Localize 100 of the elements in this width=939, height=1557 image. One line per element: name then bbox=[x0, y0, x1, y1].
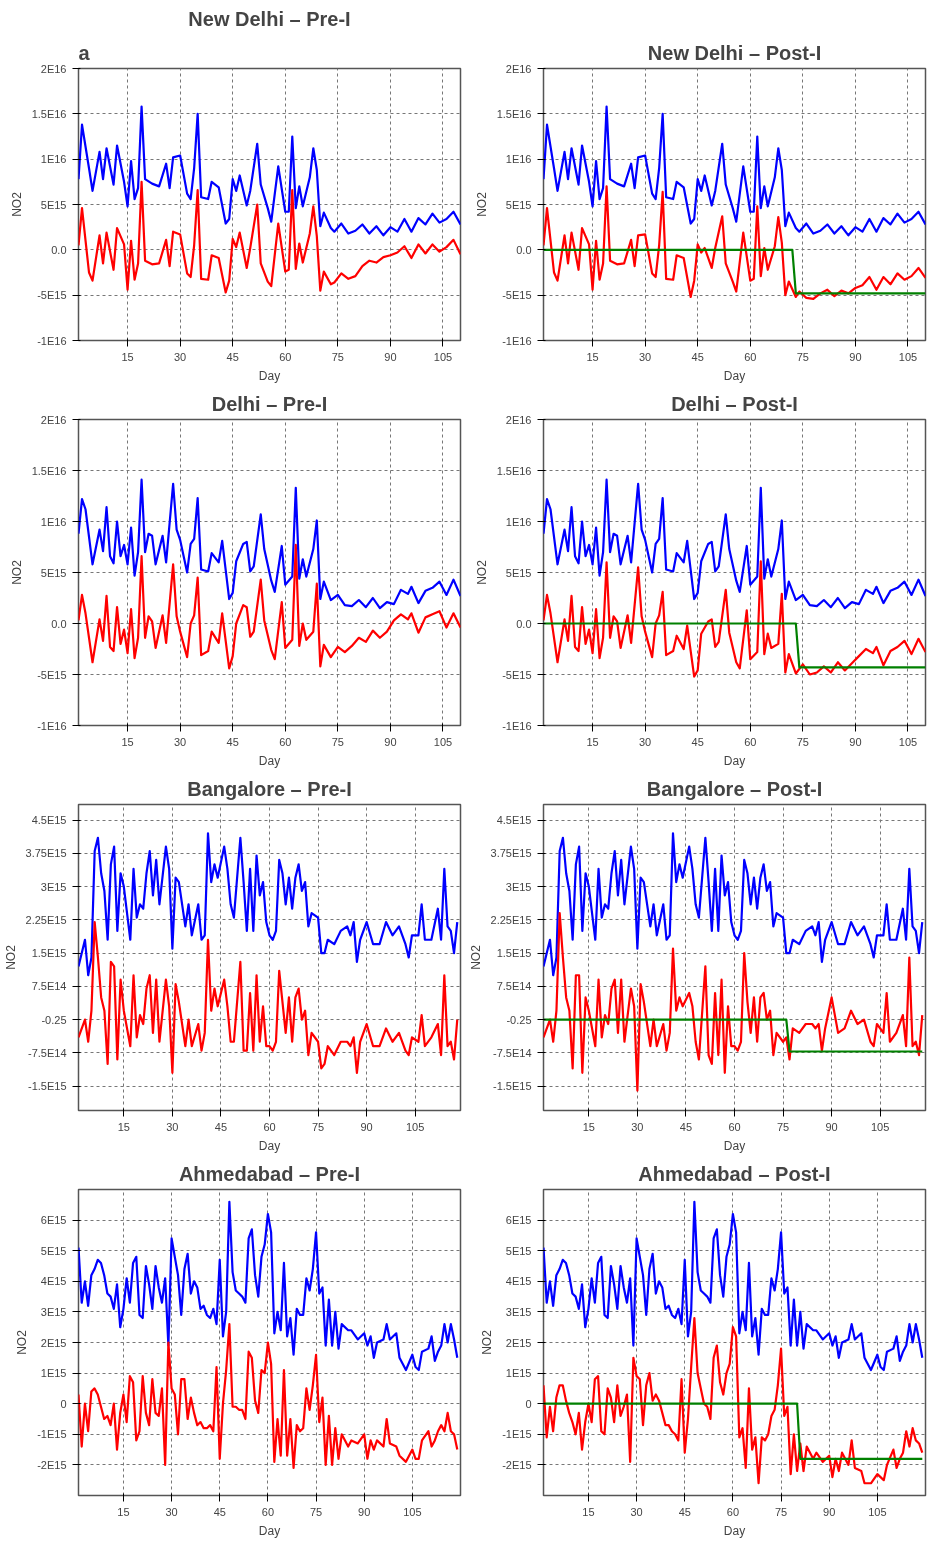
y-tick-label: 0.0 bbox=[51, 243, 67, 256]
x-tick-label: 45 bbox=[679, 1120, 693, 1133]
x-axis-title: Day bbox=[258, 368, 281, 383]
x-tick-label: 15 bbox=[121, 735, 134, 748]
x-tick-label: 60 bbox=[279, 350, 292, 363]
x-tick-label: 75 bbox=[311, 1120, 325, 1133]
x-tick-label: 75 bbox=[796, 350, 809, 363]
y-tick-label: 2E15 bbox=[40, 1336, 67, 1349]
x-tick-label: 90 bbox=[849, 735, 862, 748]
x-tick-label: 90 bbox=[384, 735, 397, 748]
y-tick-label: 6E15 bbox=[505, 1214, 532, 1227]
y-tick-label: -1E15 bbox=[37, 1428, 67, 1441]
y-axis-title: NO2 bbox=[9, 191, 24, 217]
x-tick-label: 30 bbox=[166, 1120, 179, 1133]
x-tick-label: 105 bbox=[898, 350, 918, 363]
y-tick-label: 4E15 bbox=[40, 1275, 67, 1288]
text: a bbox=[78, 41, 91, 64]
y-tick-label: -5E15 bbox=[502, 668, 532, 681]
x-tick-label: 75 bbox=[331, 350, 344, 363]
y-tick-label: 0.0 bbox=[516, 617, 532, 630]
chart-title: Delhi – Pre-I bbox=[211, 392, 328, 415]
x-tick-label: 30 bbox=[174, 735, 187, 748]
x-tick-label: 105 bbox=[403, 1505, 422, 1518]
x-tick-label: 15 bbox=[586, 350, 599, 363]
y-tick-label: 1.5E15 bbox=[31, 947, 67, 960]
x-tick-label: 105 bbox=[868, 1505, 887, 1518]
chart-title: Ahmedabad – Pre-I bbox=[178, 1162, 361, 1185]
y-tick-label: 1E15 bbox=[505, 1367, 532, 1380]
x-tick-label: 105 bbox=[871, 1120, 890, 1133]
y-tick-label: -5E15 bbox=[37, 668, 67, 681]
y-tick-label: -1E16 bbox=[502, 719, 532, 732]
y-tick-label: 3.75E15 bbox=[25, 847, 67, 860]
x-tick-label: 15 bbox=[586, 735, 599, 748]
x-tick-label: 90 bbox=[849, 350, 862, 363]
x-axis-title: Day bbox=[258, 753, 281, 768]
y-tick-label: 1.5E16 bbox=[496, 464, 532, 477]
y-tick-label: 3E15 bbox=[505, 1305, 532, 1318]
y-tick-label: 1.5E16 bbox=[31, 107, 67, 120]
y-axis-title: NO2 bbox=[3, 944, 18, 970]
y-tick-label: 2E16 bbox=[40, 413, 67, 426]
x-tick-label: 105 bbox=[433, 350, 453, 363]
x-tick-label: 75 bbox=[331, 735, 344, 748]
x-tick-label: 30 bbox=[174, 350, 187, 363]
y-tick-label: 1E15 bbox=[40, 1367, 67, 1380]
x-tick-label: 15 bbox=[117, 1120, 130, 1133]
y-tick-label: 1E16 bbox=[40, 515, 67, 528]
x-tick-label: 75 bbox=[796, 735, 809, 748]
y-tick-label: 3.75E15 bbox=[490, 847, 532, 860]
y-tick-label: 1E16 bbox=[40, 153, 67, 166]
y-tick-label: 5E15 bbox=[505, 198, 532, 211]
y-tick-label: 1E16 bbox=[505, 153, 532, 166]
x-axis-title: Day bbox=[723, 1138, 746, 1153]
y-tick-label: -1E16 bbox=[37, 719, 67, 732]
y-axis-title: NO2 bbox=[15, 1329, 30, 1355]
x-tick-label: 60 bbox=[728, 1120, 741, 1133]
x-axis-title: Day bbox=[723, 753, 746, 768]
x-tick-label: 30 bbox=[165, 1505, 178, 1518]
y-tick-label: 1E16 bbox=[505, 515, 532, 528]
x-tick-label: 105 bbox=[433, 735, 453, 748]
y-tick-label: 5E15 bbox=[505, 1244, 532, 1257]
x-tick-label: 45 bbox=[691, 350, 704, 363]
chart-title: Ahmedabad – Post-I bbox=[638, 1162, 831, 1185]
y-tick-label: 2E16 bbox=[505, 62, 532, 75]
x-tick-label: 75 bbox=[309, 1505, 323, 1518]
x-axis-title: Day bbox=[258, 1523, 281, 1538]
x-tick-label: 45 bbox=[226, 350, 239, 363]
x-tick-label: 75 bbox=[776, 1120, 790, 1133]
x-tick-label: 105 bbox=[406, 1120, 425, 1133]
y-tick-label: -1.5E15 bbox=[492, 1080, 532, 1093]
x-axis-title: Day bbox=[723, 1523, 746, 1538]
y-tick-label: 5E15 bbox=[40, 198, 67, 211]
x-tick-label: 45 bbox=[678, 1505, 691, 1518]
x-tick-label: 90 bbox=[358, 1505, 371, 1518]
y-axis-title: NO2 bbox=[474, 191, 489, 217]
x-tick-label: 105 bbox=[898, 735, 918, 748]
x-tick-label: 90 bbox=[825, 1120, 838, 1133]
y-tick-label: -7.5E14 bbox=[492, 1046, 532, 1059]
x-axis-title: Day bbox=[258, 1138, 281, 1153]
x-tick-label: 15 bbox=[582, 1120, 595, 1133]
y-tick-label: 2E15 bbox=[505, 1336, 532, 1349]
y-tick-label: 2E16 bbox=[505, 413, 532, 426]
chart-title: New Delhi – Pre-I bbox=[188, 7, 351, 30]
x-tick-label: 30 bbox=[639, 350, 652, 363]
x-tick-label: 45 bbox=[691, 735, 704, 748]
y-tick-label: 7.5E14 bbox=[496, 980, 532, 993]
x-tick-label: 15 bbox=[582, 1505, 595, 1518]
y-tick-label: 3E15 bbox=[40, 880, 67, 893]
chart-title: Bangalore – Pre-I bbox=[187, 777, 352, 800]
y-tick-label: -0.25 bbox=[506, 1013, 532, 1026]
y-tick-label: 3E15 bbox=[505, 880, 532, 893]
y-tick-label: -2E15 bbox=[37, 1458, 67, 1471]
x-tick-label: 60 bbox=[261, 1505, 275, 1518]
y-tick-label: 1.5E16 bbox=[496, 107, 532, 120]
y-tick-label: 4E15 bbox=[505, 1275, 532, 1288]
y-tick-label: 1.5E15 bbox=[496, 947, 532, 960]
y-tick-label: 2.25E15 bbox=[490, 913, 532, 926]
x-tick-label: 30 bbox=[630, 1505, 643, 1518]
x-axis-title: Day bbox=[723, 368, 746, 383]
y-tick-label: 0 bbox=[60, 1397, 67, 1410]
x-tick-label: 60 bbox=[263, 1120, 276, 1133]
